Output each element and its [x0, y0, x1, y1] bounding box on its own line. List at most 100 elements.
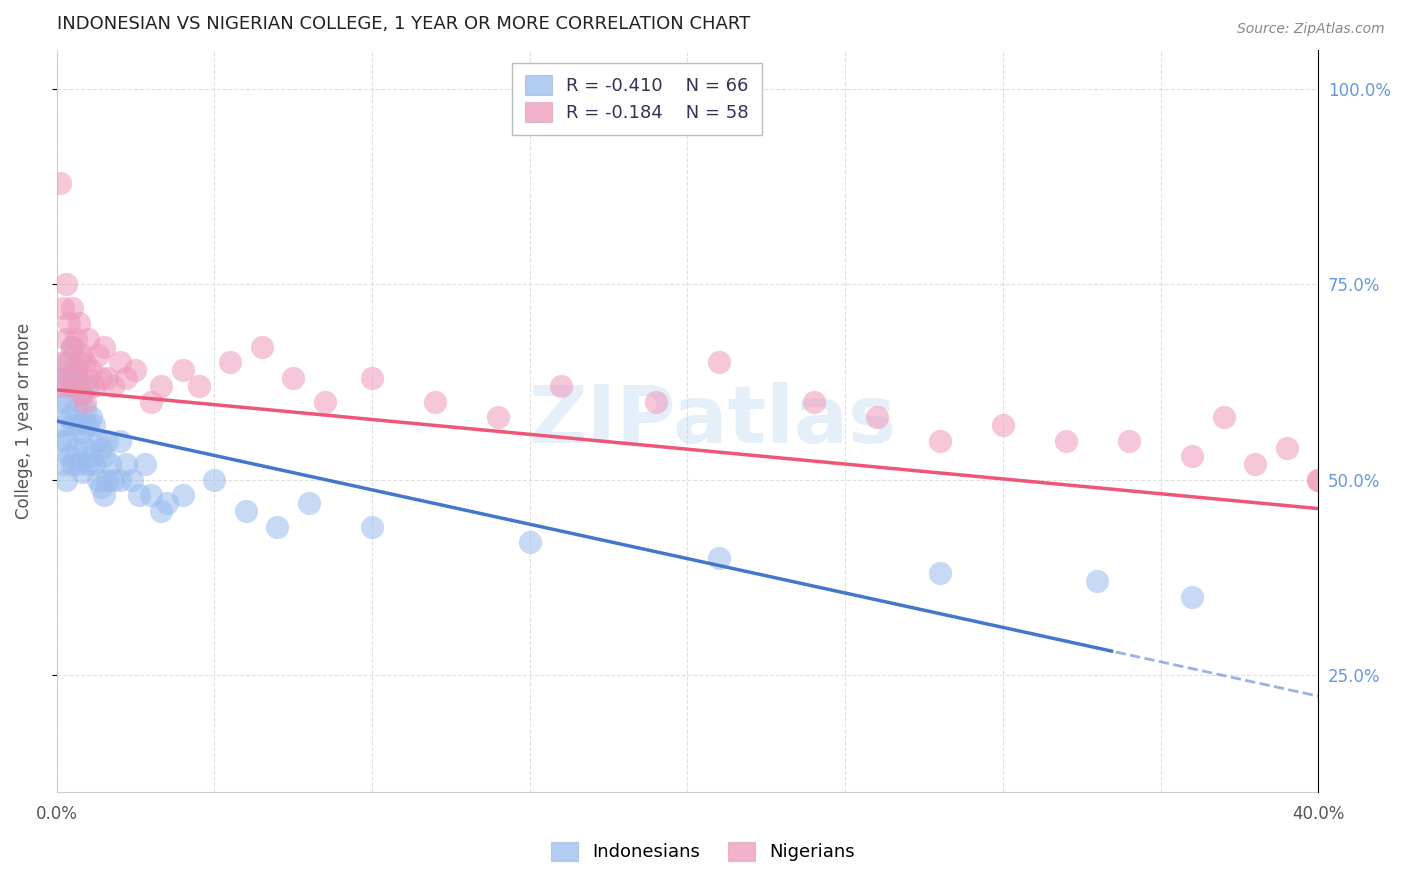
Y-axis label: College, 1 year or more: College, 1 year or more	[15, 323, 32, 519]
Point	[250, 340, 273, 354]
Point	[55, 355, 77, 369]
Point	[108, 473, 131, 487]
Point	[96, 473, 118, 487]
Point	[149, 504, 172, 518]
Point	[519, 535, 541, 549]
Point	[67, 317, 90, 331]
Point	[1308, 473, 1330, 487]
Point	[83, 417, 105, 432]
Point	[49, 434, 72, 448]
Point	[70, 465, 93, 479]
Point	[1087, 574, 1109, 589]
Point	[80, 449, 103, 463]
Point	[172, 363, 194, 377]
Point	[361, 519, 384, 533]
Point	[58, 371, 80, 385]
Point	[80, 363, 103, 377]
Point	[235, 504, 257, 518]
Point	[134, 457, 156, 471]
Point	[86, 348, 108, 362]
Point	[83, 457, 105, 471]
Point	[58, 449, 80, 463]
Point	[67, 457, 90, 471]
Point	[149, 379, 172, 393]
Point	[58, 317, 80, 331]
Point	[93, 488, 115, 502]
Point	[115, 457, 138, 471]
Point	[77, 379, 100, 393]
Point	[60, 301, 83, 315]
Point	[55, 473, 77, 487]
Point	[1244, 457, 1267, 471]
Point	[70, 348, 93, 362]
Point	[49, 176, 72, 190]
Point	[80, 410, 103, 425]
Point	[202, 473, 225, 487]
Point	[172, 488, 194, 502]
Point	[928, 434, 950, 448]
Point	[67, 379, 90, 393]
Point	[90, 371, 112, 385]
Point	[141, 488, 163, 502]
Point	[803, 394, 825, 409]
Point	[70, 386, 93, 401]
Point	[60, 457, 83, 471]
Point	[86, 434, 108, 448]
Point	[67, 355, 90, 369]
Point	[77, 417, 100, 432]
Point	[121, 473, 143, 487]
Point	[1118, 434, 1140, 448]
Text: ZIPatlas: ZIPatlas	[529, 382, 897, 460]
Point	[65, 442, 87, 456]
Point	[65, 332, 87, 346]
Point	[52, 301, 75, 315]
Point	[645, 394, 668, 409]
Point	[52, 417, 75, 432]
Point	[486, 410, 509, 425]
Point	[283, 371, 305, 385]
Point	[90, 481, 112, 495]
Point	[124, 363, 146, 377]
Point	[73, 394, 96, 409]
Point	[65, 371, 87, 385]
Point	[108, 434, 131, 448]
Point	[73, 442, 96, 456]
Point	[1212, 410, 1234, 425]
Point	[52, 457, 75, 471]
Point	[55, 371, 77, 385]
Point	[52, 355, 75, 369]
Point	[67, 417, 90, 432]
Point	[1275, 442, 1298, 456]
Point	[60, 379, 83, 393]
Point	[90, 442, 112, 456]
Point	[298, 496, 321, 510]
Point	[98, 457, 121, 471]
Point	[991, 417, 1014, 432]
Point	[1308, 473, 1330, 487]
Point	[219, 355, 242, 369]
Point	[60, 340, 83, 354]
Point	[55, 332, 77, 346]
Point	[55, 394, 77, 409]
Point	[128, 488, 150, 502]
Point	[115, 371, 138, 385]
Legend: Indonesians, Nigerians: Indonesians, Nigerians	[538, 829, 868, 874]
Point	[60, 417, 83, 432]
Point	[550, 379, 572, 393]
Point	[73, 402, 96, 417]
Point	[108, 355, 131, 369]
Point	[58, 410, 80, 425]
Point	[96, 371, 118, 385]
Text: INDONESIAN VS NIGERIAN COLLEGE, 1 YEAR OR MORE CORRELATION CHART: INDONESIAN VS NIGERIAN COLLEGE, 1 YEAR O…	[56, 15, 749, 33]
Text: Source: ZipAtlas.com: Source: ZipAtlas.com	[1237, 22, 1385, 37]
Point	[361, 371, 384, 385]
Point	[65, 402, 87, 417]
Point	[55, 277, 77, 292]
Point	[707, 550, 730, 565]
Point	[1054, 434, 1077, 448]
Point	[1181, 449, 1204, 463]
Point	[49, 394, 72, 409]
Point	[60, 340, 83, 354]
Legend: R = -0.410    N = 66, R = -0.184    N = 58: R = -0.410 N = 66, R = -0.184 N = 58	[512, 62, 762, 135]
Point	[103, 473, 125, 487]
